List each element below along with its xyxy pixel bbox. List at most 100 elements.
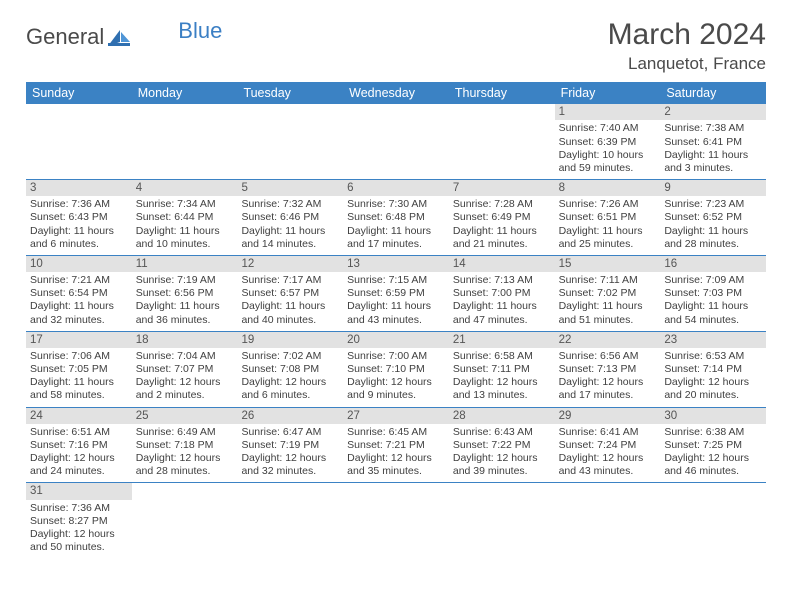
daylight-text: Daylight: 12 hours	[453, 376, 551, 389]
calendar-document: General Blue March 2024 Lanquetot, Franc…	[0, 0, 792, 576]
daylight-text: and 28 minutes.	[136, 465, 234, 478]
sunset-text: Sunset: 6:46 PM	[241, 211, 339, 224]
day-number: 28	[449, 408, 555, 424]
day-cell-empty	[343, 483, 449, 558]
logo-sail-icon	[108, 28, 130, 46]
day-number: 30	[660, 408, 766, 424]
day-number: 13	[343, 256, 449, 272]
daylight-text: and 39 minutes.	[453, 465, 551, 478]
day-cell: 14Sunrise: 7:13 AMSunset: 7:00 PMDayligh…	[449, 256, 555, 331]
daylight-text: Daylight: 11 hours	[453, 225, 551, 238]
sunset-text: Sunset: 7:10 PM	[347, 363, 445, 376]
dow-cell: Saturday	[660, 82, 766, 104]
sunset-text: Sunset: 7:03 PM	[664, 287, 762, 300]
sunrise-text: Sunrise: 6:38 AM	[664, 426, 762, 439]
day-number: 31	[26, 483, 132, 499]
daylight-text: and 3 minutes.	[664, 162, 762, 175]
day-cell: 7Sunrise: 7:28 AMSunset: 6:49 PMDaylight…	[449, 180, 555, 255]
month-title: March 2024	[608, 18, 766, 52]
sunrise-text: Sunrise: 6:49 AM	[136, 426, 234, 439]
daylight-text: and 17 minutes.	[347, 238, 445, 251]
sunset-text: Sunset: 8:27 PM	[30, 515, 128, 528]
day-number: 11	[132, 256, 238, 272]
sunrise-text: Sunrise: 7:02 AM	[241, 350, 339, 363]
daylight-text: Daylight: 12 hours	[664, 376, 762, 389]
daylight-text: Daylight: 12 hours	[241, 376, 339, 389]
daylight-text: Daylight: 12 hours	[453, 452, 551, 465]
daylight-text: Daylight: 11 hours	[136, 300, 234, 313]
daylight-text: and 36 minutes.	[136, 314, 234, 327]
sunrise-text: Sunrise: 7:36 AM	[30, 198, 128, 211]
location-label: Lanquetot, France	[608, 54, 766, 74]
day-number: 24	[26, 408, 132, 424]
day-number: 26	[237, 408, 343, 424]
daylight-text: Daylight: 12 hours	[241, 452, 339, 465]
sunrise-text: Sunrise: 6:45 AM	[347, 426, 445, 439]
sunrise-text: Sunrise: 6:53 AM	[664, 350, 762, 363]
daylight-text: and 13 minutes.	[453, 389, 551, 402]
sunrise-text: Sunrise: 7:04 AM	[136, 350, 234, 363]
day-cell: 8Sunrise: 7:26 AMSunset: 6:51 PMDaylight…	[555, 180, 661, 255]
daylight-text: Daylight: 11 hours	[136, 225, 234, 238]
dow-cell: Friday	[555, 82, 661, 104]
sunrise-text: Sunrise: 7:26 AM	[559, 198, 657, 211]
sunset-text: Sunset: 6:54 PM	[30, 287, 128, 300]
sunrise-text: Sunrise: 6:51 AM	[30, 426, 128, 439]
brand-logo: General Blue	[26, 18, 222, 50]
day-number: 5	[237, 180, 343, 196]
daylight-text: and 35 minutes.	[347, 465, 445, 478]
sunset-text: Sunset: 6:44 PM	[136, 211, 234, 224]
daylight-text: and 6 minutes.	[241, 389, 339, 402]
sunset-text: Sunset: 7:13 PM	[559, 363, 657, 376]
day-cell: 23Sunrise: 6:53 AMSunset: 7:14 PMDayligh…	[660, 332, 766, 407]
calendar-grid: SundayMondayTuesdayWednesdayThursdayFrid…	[26, 82, 766, 558]
sunrise-text: Sunrise: 7:11 AM	[559, 274, 657, 287]
sunset-text: Sunset: 7:16 PM	[30, 439, 128, 452]
sunrise-text: Sunrise: 7:38 AM	[664, 122, 762, 135]
week-row: 1Sunrise: 7:40 AMSunset: 6:39 PMDaylight…	[26, 104, 766, 180]
daylight-text: Daylight: 11 hours	[664, 300, 762, 313]
daylight-text: Daylight: 11 hours	[664, 225, 762, 238]
sunrise-text: Sunrise: 7:32 AM	[241, 198, 339, 211]
daylight-text: Daylight: 12 hours	[136, 376, 234, 389]
sunrise-text: Sunrise: 6:47 AM	[241, 426, 339, 439]
day-cell-empty	[449, 483, 555, 558]
sunrise-text: Sunrise: 6:41 AM	[559, 426, 657, 439]
day-number: 14	[449, 256, 555, 272]
brand-word-1: General	[26, 24, 104, 50]
day-number: 1	[555, 104, 661, 120]
daylight-text: Daylight: 11 hours	[30, 225, 128, 238]
day-number: 25	[132, 408, 238, 424]
day-cell: 1Sunrise: 7:40 AMSunset: 6:39 PMDaylight…	[555, 104, 661, 179]
dow-cell: Monday	[132, 82, 238, 104]
sunset-text: Sunset: 6:51 PM	[559, 211, 657, 224]
daylight-text: Daylight: 11 hours	[30, 376, 128, 389]
day-cell-empty	[555, 483, 661, 558]
daylight-text: Daylight: 11 hours	[241, 300, 339, 313]
sunrise-text: Sunrise: 6:58 AM	[453, 350, 551, 363]
sunset-text: Sunset: 7:05 PM	[30, 363, 128, 376]
sunset-text: Sunset: 7:25 PM	[664, 439, 762, 452]
day-number: 7	[449, 180, 555, 196]
sunset-text: Sunset: 7:00 PM	[453, 287, 551, 300]
day-cell: 24Sunrise: 6:51 AMSunset: 7:16 PMDayligh…	[26, 408, 132, 483]
sunset-text: Sunset: 7:24 PM	[559, 439, 657, 452]
day-cell: 16Sunrise: 7:09 AMSunset: 7:03 PMDayligh…	[660, 256, 766, 331]
daylight-text: Daylight: 11 hours	[347, 225, 445, 238]
daylight-text: Daylight: 12 hours	[664, 452, 762, 465]
week-row: 31Sunrise: 7:36 AMSunset: 8:27 PMDayligh…	[26, 483, 766, 558]
day-number: 8	[555, 180, 661, 196]
daylight-text: and 28 minutes.	[664, 238, 762, 251]
daylight-text: Daylight: 12 hours	[347, 452, 445, 465]
sunset-text: Sunset: 6:59 PM	[347, 287, 445, 300]
sunrise-text: Sunrise: 7:40 AM	[559, 122, 657, 135]
daylight-text: Daylight: 12 hours	[559, 452, 657, 465]
daylight-text: and 59 minutes.	[559, 162, 657, 175]
day-cell-empty	[343, 104, 449, 179]
week-row: 3Sunrise: 7:36 AMSunset: 6:43 PMDaylight…	[26, 180, 766, 256]
sunrise-text: Sunrise: 7:09 AM	[664, 274, 762, 287]
sunset-text: Sunset: 6:39 PM	[559, 136, 657, 149]
day-cell: 9Sunrise: 7:23 AMSunset: 6:52 PMDaylight…	[660, 180, 766, 255]
day-cell-empty	[26, 104, 132, 179]
day-cell-empty	[237, 483, 343, 558]
